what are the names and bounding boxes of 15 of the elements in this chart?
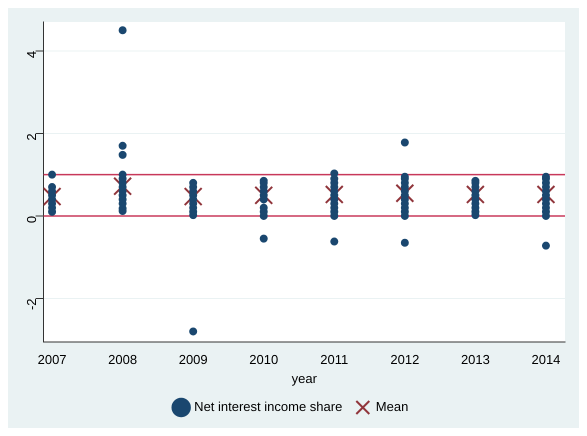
- x-axis-title: year: [292, 370, 318, 386]
- x-tick-label: 2008: [108, 352, 138, 368]
- x-tick-label: 2010: [249, 352, 278, 368]
- y-tick-label: 2: [24, 133, 40, 141]
- legend-label: Net interest income share: [194, 399, 342, 414]
- x-tick-label: 2011: [320, 352, 348, 368]
- x-tick-label: 2012: [390, 352, 420, 368]
- y-tick-label: -2: [24, 298, 40, 310]
- legend-label: Mean: [376, 399, 408, 414]
- x-tick-label: 2007: [38, 352, 67, 368]
- y-tick-label: 0: [24, 216, 40, 224]
- x-tick-label: 2014: [531, 352, 560, 368]
- y-tick-label: 4: [24, 50, 40, 58]
- x-tick-label: 2013: [460, 352, 490, 368]
- x-tick-label: 2009: [178, 352, 208, 368]
